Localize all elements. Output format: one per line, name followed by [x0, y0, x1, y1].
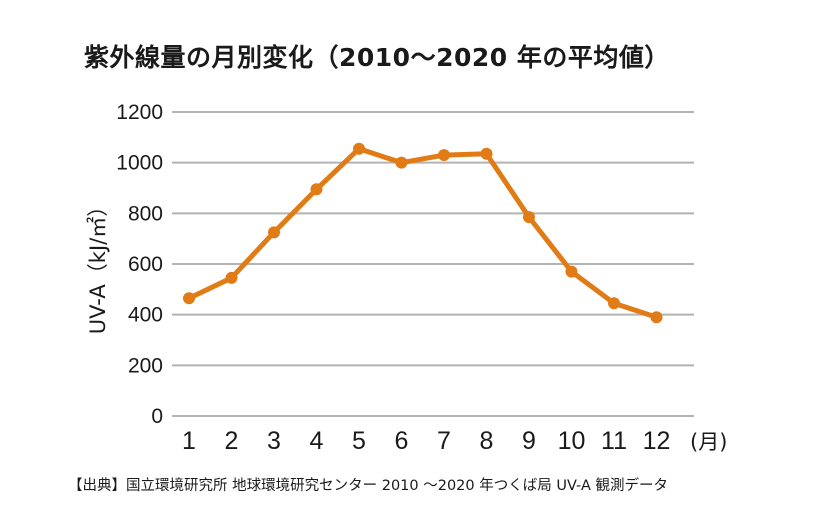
data-point [225, 271, 238, 284]
data-point [395, 156, 408, 169]
x-tick-label: 7 [437, 427, 451, 455]
data-point [523, 211, 535, 224]
y-axis-ticks: 0 200 400 600 800 1000 1200 [116, 101, 163, 428]
data-point [650, 311, 663, 324]
x-tick-label: 10 [558, 427, 586, 455]
series-uv-a [183, 142, 663, 324]
series-line [186, 146, 659, 320]
chart-title: 紫外線量の月別変化（2010～2020 年の平均値） [84, 43, 670, 72]
grid-lines [172, 111, 694, 417]
x-tick-label: 1 [182, 427, 196, 455]
y-tick-label: 1000 [116, 152, 163, 175]
x-tick-label: 2 [225, 427, 239, 455]
x-tick-label: 6 [395, 427, 409, 455]
data-point [310, 183, 323, 196]
y-tick-label: 0 [151, 405, 163, 428]
data-point [183, 292, 195, 305]
data-point [565, 265, 578, 278]
data-point [608, 297, 620, 310]
data-point [268, 226, 280, 239]
x-axis-ticks: 1 2 3 4 5 6 7 8 9 10 11 12 [182, 427, 670, 455]
data-point [480, 147, 493, 160]
x-axis-unit-label: (月) [690, 430, 727, 454]
x-tick-label: 8 [480, 427, 494, 455]
y-tick-label: 200 [128, 354, 163, 377]
x-tick-label: 12 [643, 427, 671, 455]
x-tick-label: 9 [522, 427, 536, 455]
y-tick-label: 600 [128, 253, 163, 276]
x-tick-label: 11 [601, 427, 627, 455]
x-tick-label: 5 [352, 427, 366, 455]
y-axis-label: UV-A（kJ/㎡） [86, 196, 110, 334]
y-tick-label: 800 [128, 202, 163, 225]
x-tick-label: 3 [267, 427, 281, 455]
data-point [438, 149, 450, 162]
y-tick-label: 400 [128, 304, 163, 327]
x-tick-label: 4 [310, 427, 324, 455]
y-tick-label: 1200 [116, 101, 163, 124]
data-point [353, 142, 365, 155]
source-note: 【出典】国立環境研究所 地球環境研究センター 2010 ～2020 年つくば局 … [68, 478, 668, 494]
